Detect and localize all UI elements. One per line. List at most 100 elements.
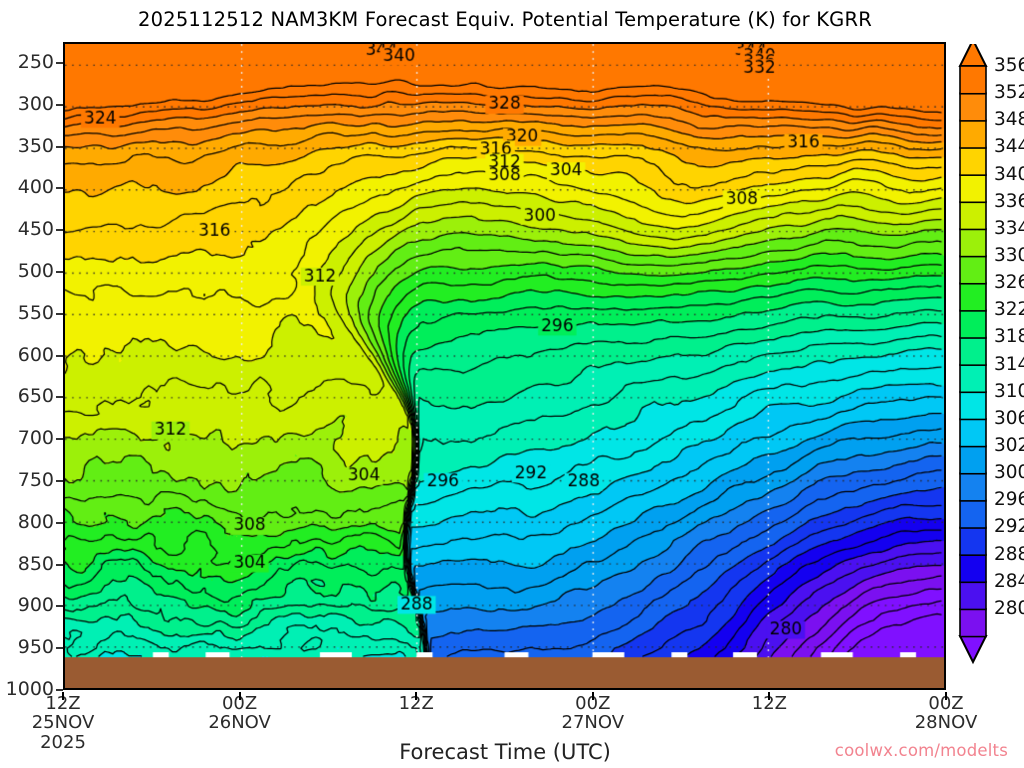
y-tick-label: 400	[17, 176, 54, 199]
y-tick-mark	[56, 354, 63, 357]
colorbar-swatch[interactable]	[959, 499, 987, 529]
colorbar-swatch[interactable]	[959, 608, 987, 638]
y-tick-label: 800	[17, 510, 54, 533]
x-tick-date: 27NOV	[561, 712, 625, 734]
x-tick-label: 12Z 25NOV 2025	[3, 694, 123, 753]
y-tick-label: 500	[17, 259, 54, 282]
x-tick-date: 28NOV	[914, 712, 978, 734]
colorbar-tick-label: 348	[994, 109, 1024, 131]
x-tick-mark	[415, 692, 418, 700]
x-tick-mark	[768, 692, 771, 700]
colorbar-over-arrow	[958, 44, 988, 67]
y-tick-label: 1000	[5, 678, 54, 700]
x-tick-label: 00Z 28NOV	[886, 694, 1006, 733]
colorbar-swatch[interactable]	[959, 146, 987, 176]
colorbar-tick-label: 344	[994, 136, 1024, 158]
colorbar-tick-label: 284	[994, 570, 1024, 592]
x-axis-title: Forecast Time (UTC)	[399, 740, 611, 764]
colorbar-tick-label: 306	[994, 407, 1024, 429]
colorbar-swatch[interactable]	[959, 553, 987, 584]
y-tick-label: 600	[17, 343, 54, 366]
y-tick-mark	[56, 563, 63, 566]
contour-field-canvas	[65, 44, 944, 688]
x-tick-time: 00Z	[928, 693, 964, 714]
colorbar-swatch[interactable]	[959, 580, 987, 611]
x-tick-mark	[238, 692, 241, 700]
y-tick-mark	[56, 312, 63, 315]
colorbar-swatch[interactable]	[959, 173, 987, 204]
colorbar-swatches	[958, 44, 988, 665]
y-tick-mark	[56, 270, 63, 273]
x-tick-date: 25NOV	[31, 712, 95, 734]
x-tick-label: 12Z	[356, 693, 476, 714]
x-tick-mark	[945, 692, 947, 700]
y-tick-label: 450	[17, 218, 54, 241]
watermark: coolwx.com/modelts	[834, 741, 1008, 760]
colorbar-tick-label: 318	[994, 326, 1024, 348]
colorbar-swatch[interactable]	[959, 418, 987, 448]
colorbar-swatch[interactable]	[959, 65, 987, 95]
y-tick-mark	[56, 187, 63, 190]
x-tick-mark	[62, 692, 64, 700]
colorbar-tick-label: 334	[994, 217, 1024, 239]
colorbar-swatch[interactable]	[959, 336, 987, 366]
colorbar-tick-label: 296	[994, 489, 1024, 511]
colorbar-swatch[interactable]	[959, 445, 987, 475]
y-tick-label: 750	[17, 468, 54, 491]
colorbar-swatch[interactable]	[959, 472, 987, 502]
colorbar-tick-label: 288	[994, 543, 1024, 565]
x-tick-label: 00Z 26NOV	[180, 694, 300, 733]
colorbar-swatch[interactable]	[959, 282, 987, 312]
x-tick-time: 12Z	[751, 693, 788, 714]
colorbar-swatch[interactable]	[959, 255, 987, 285]
y-tick-mark	[56, 479, 63, 482]
x-tick-mark	[591, 692, 594, 700]
x-tick-time: 00Z	[221, 693, 258, 714]
colorbar-swatch[interactable]	[959, 526, 987, 556]
colorbar-swatch[interactable]	[959, 119, 987, 149]
colorbar-tick-label: 340	[994, 163, 1024, 185]
y-tick-label: 550	[17, 301, 54, 324]
colorbar-tick-label: 280	[994, 597, 1024, 619]
colorbar-tick-label: 310	[994, 380, 1024, 402]
y-tick-mark	[56, 396, 63, 399]
x-tick-label: 12Z	[709, 693, 829, 714]
y-tick-mark	[56, 61, 63, 64]
colorbar-tick-label: 300	[994, 462, 1024, 484]
x-tick-year: 2025	[40, 731, 86, 753]
y-tick-label: 850	[17, 552, 54, 575]
x-tick-label: 00Z 27NOV	[533, 694, 653, 733]
y-tick-label: 250	[17, 50, 54, 73]
y-tick-label: 350	[17, 134, 54, 157]
colorbar-tick-label: 302	[994, 435, 1024, 456]
colorbar-tick-label: 330	[994, 245, 1024, 266]
colorbar-swatch[interactable]	[959, 228, 987, 258]
y-tick-label: 950	[17, 636, 54, 659]
x-tick-date: 26NOV	[208, 712, 271, 734]
x-tick-time: 12Z	[398, 693, 434, 714]
y-tick-label: 700	[17, 427, 54, 450]
colorbar-swatch[interactable]	[959, 363, 987, 394]
y-tick-mark	[56, 145, 63, 148]
plot-area[interactable]	[63, 42, 946, 690]
page-title: 2025112512 NAM3KM Forecast Equiv. Potent…	[138, 8, 872, 31]
y-tick-mark	[56, 438, 63, 441]
colorbar[interactable]: 280 284 288 292 296 300 302 306 310 314 318 322 326 3…	[958, 44, 1024, 694]
y-tick-mark	[56, 647, 63, 650]
colorbar-swatch[interactable]	[959, 390, 987, 421]
y-tick-mark	[56, 605, 63, 608]
colorbar-tick-label: 292	[994, 516, 1024, 538]
colorbar-under-arrow	[958, 635, 988, 665]
colorbar-tick-label: 314	[994, 353, 1024, 375]
colorbar-swatch[interactable]	[959, 92, 987, 122]
x-tick-time: 00Z	[575, 693, 611, 714]
y-tick-mark	[56, 229, 63, 232]
y-tick-label: 900	[17, 594, 54, 617]
colorbar-swatch[interactable]	[959, 200, 987, 231]
y-tick-label: 300	[17, 92, 54, 115]
colorbar-swatch[interactable]	[959, 309, 987, 339]
colorbar-tick-label: 336	[994, 190, 1024, 212]
y-tick-mark	[56, 689, 63, 691]
